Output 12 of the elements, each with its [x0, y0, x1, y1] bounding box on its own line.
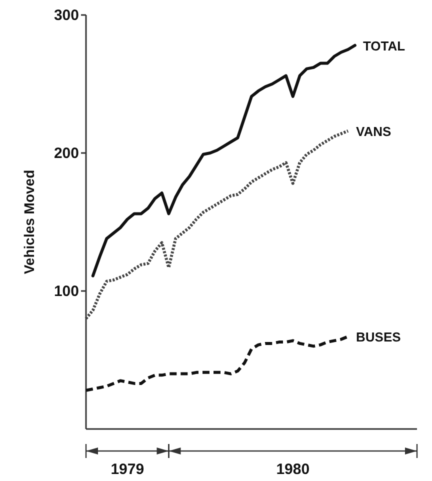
y-tick-label: 300 — [54, 7, 79, 24]
y-tick-label: 200 — [54, 145, 79, 162]
series-label: TOTAL — [362, 38, 406, 54]
y-tick-label: 100 — [54, 283, 79, 300]
line-series — [91, 44, 356, 278]
y-axis-title: Vehicles Moved — [21, 170, 37, 274]
x-tick-label: 1980 — [276, 461, 310, 478]
series-label: VANS — [356, 124, 392, 139]
line-series — [84, 335, 350, 392]
line-series — [84, 129, 350, 320]
series-label: BUSES — [356, 330, 402, 345]
x-tick-label: 1979 — [110, 461, 144, 478]
